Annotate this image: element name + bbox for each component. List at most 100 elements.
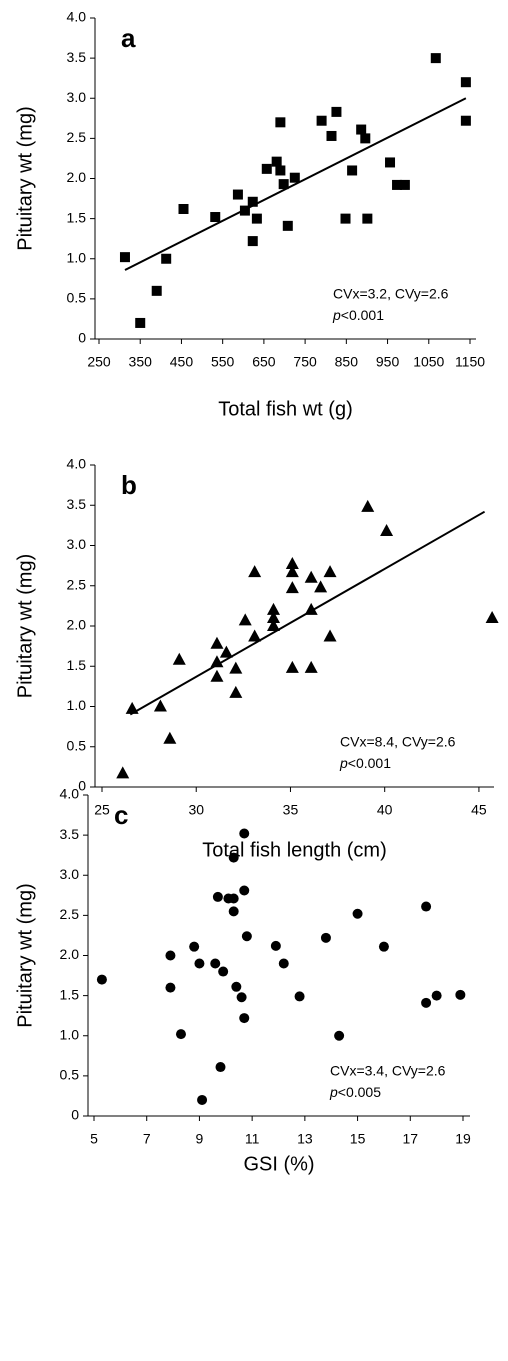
x-tick-label: 13 bbox=[297, 1131, 313, 1147]
point bbox=[96, 974, 107, 985]
point bbox=[275, 117, 286, 128]
point bbox=[228, 906, 239, 917]
y-tick-label: 3.5 bbox=[60, 826, 80, 842]
point bbox=[210, 669, 224, 682]
point bbox=[239, 885, 250, 896]
point bbox=[135, 317, 146, 328]
point bbox=[271, 156, 282, 167]
point bbox=[248, 565, 262, 578]
panel-label: a bbox=[121, 23, 136, 53]
point bbox=[228, 893, 239, 904]
point bbox=[239, 1013, 250, 1024]
point bbox=[210, 958, 221, 969]
x-tick-label: 1050 bbox=[413, 354, 444, 370]
point bbox=[239, 205, 250, 216]
point bbox=[238, 613, 252, 626]
x-tick-label: 40 bbox=[377, 802, 393, 818]
point bbox=[323, 629, 337, 642]
y-tick-label: 0 bbox=[78, 778, 86, 794]
y-tick-label: 0 bbox=[71, 1107, 79, 1123]
y-tick-label: 2.5 bbox=[67, 129, 87, 145]
point bbox=[248, 629, 262, 642]
point bbox=[460, 77, 471, 88]
x-tick-label: 650 bbox=[252, 354, 276, 370]
point bbox=[285, 581, 299, 594]
point bbox=[331, 106, 342, 117]
annotation-italic: p bbox=[329, 1084, 338, 1100]
point bbox=[304, 602, 318, 615]
point bbox=[289, 172, 300, 183]
x-tick-label: 1150 bbox=[455, 354, 485, 370]
x-tick-label: 45 bbox=[471, 802, 487, 818]
point bbox=[178, 203, 189, 214]
point bbox=[320, 932, 331, 943]
y-tick-label: 2.0 bbox=[67, 169, 87, 185]
point bbox=[247, 236, 258, 247]
y-tick-label: 1.0 bbox=[67, 697, 87, 713]
point bbox=[218, 966, 229, 977]
annotation: CVx=8.4, CVy=2.6 bbox=[340, 734, 456, 750]
x-tick-label: 350 bbox=[129, 354, 153, 370]
point bbox=[165, 950, 176, 961]
point bbox=[282, 220, 293, 231]
point bbox=[153, 699, 167, 712]
point bbox=[270, 940, 281, 951]
point bbox=[236, 992, 247, 1003]
point bbox=[194, 958, 205, 969]
point bbox=[430, 53, 441, 64]
point bbox=[241, 931, 252, 942]
point bbox=[239, 828, 250, 839]
point bbox=[229, 685, 243, 698]
point bbox=[285, 565, 299, 578]
point bbox=[455, 989, 466, 1000]
y-tick-label: 2.5 bbox=[60, 906, 80, 922]
annotation-rest: <0.001 bbox=[341, 307, 384, 323]
y-tick-label: 3.0 bbox=[67, 89, 87, 105]
x-tick-label: 550 bbox=[211, 354, 235, 370]
x-tick-label: 19 bbox=[455, 1131, 471, 1147]
annotation: CVx=3.2, CVy=2.6 bbox=[333, 286, 449, 302]
trend-line bbox=[124, 97, 467, 271]
point bbox=[385, 157, 396, 168]
point bbox=[125, 701, 139, 714]
x-tick-label: 750 bbox=[293, 354, 317, 370]
point bbox=[210, 655, 224, 668]
point bbox=[380, 524, 394, 537]
annotation: CVx=3.4, CVy=2.6 bbox=[330, 1063, 446, 1079]
y-tick-label: 2.0 bbox=[67, 617, 87, 633]
point bbox=[219, 645, 233, 658]
x-tick-label: 30 bbox=[188, 802, 204, 818]
point bbox=[285, 557, 299, 570]
point bbox=[278, 958, 289, 969]
point bbox=[267, 610, 280, 623]
point bbox=[215, 1062, 226, 1073]
point bbox=[232, 189, 243, 200]
annotation: p<0.001 bbox=[339, 755, 391, 771]
point bbox=[323, 565, 337, 578]
y-tick-label: 3.0 bbox=[60, 866, 80, 882]
point bbox=[165, 982, 176, 993]
y-tick-label: 0.5 bbox=[67, 737, 87, 753]
point bbox=[212, 891, 223, 902]
y-tick-label: 4.0 bbox=[67, 456, 87, 472]
annotation-rest: <0.005 bbox=[338, 1084, 381, 1100]
annotation: p<0.001 bbox=[332, 307, 384, 323]
point bbox=[431, 990, 442, 1001]
point bbox=[151, 285, 162, 296]
point bbox=[197, 1094, 208, 1105]
panel-label: b bbox=[121, 470, 137, 500]
point bbox=[361, 499, 375, 512]
point bbox=[460, 115, 471, 126]
point bbox=[285, 660, 299, 673]
point bbox=[210, 212, 221, 223]
y-tick-label: 2.5 bbox=[67, 576, 87, 592]
y-tick-label: 4.0 bbox=[67, 9, 87, 25]
y-tick-label: 3.5 bbox=[67, 49, 87, 65]
y-tick-label: 1.0 bbox=[60, 1026, 80, 1042]
y-axis-label: Pituitary wt (mg) bbox=[14, 883, 36, 1027]
point bbox=[304, 570, 318, 583]
y-axis-label: Pituitary wt (mg) bbox=[14, 106, 36, 250]
x-tick-label: 850 bbox=[335, 354, 359, 370]
point bbox=[228, 852, 239, 863]
